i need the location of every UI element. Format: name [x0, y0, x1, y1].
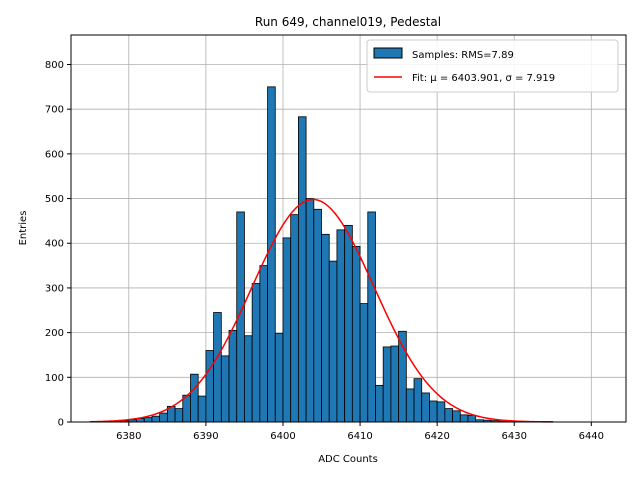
- legend-box: [366, 39, 619, 93]
- y-tick-label: 700: [45, 105, 64, 116]
- plot-frame: [70, 34, 627, 423]
- histogram-bar: [267, 86, 276, 423]
- histogram-bar: [390, 345, 400, 423]
- histogram-bar: [143, 417, 153, 423]
- histogram-bar: [421, 392, 430, 423]
- histogram-bar: [282, 237, 292, 423]
- histogram-bar: [467, 414, 477, 423]
- histogram-bar: [452, 410, 461, 423]
- legend-entry-samples: Samples: RMS=7.89: [412, 50, 514, 61]
- x-tick-label: 6420: [424, 431, 449, 442]
- histogram-bar: [182, 394, 191, 423]
- histogram-bar: [159, 412, 168, 423]
- histogram-bar: [174, 408, 184, 423]
- y-tick-label: 400: [45, 239, 64, 250]
- histogram-bar: [436, 401, 446, 423]
- histogram-bar: [382, 346, 392, 423]
- histogram-bar: [228, 329, 238, 423]
- x-tick-label: 6410: [347, 431, 372, 442]
- histogram-bar: [375, 384, 384, 423]
- y-tick-label: 800: [45, 60, 64, 71]
- histogram-bar: [205, 350, 215, 423]
- histogram-bar: [429, 400, 438, 423]
- x-tick-label: 6440: [579, 431, 604, 442]
- y-axis-ticks: 0 100 200 300 400 500 600 700 800: [45, 60, 71, 429]
- histogram-bar: [351, 245, 361, 423]
- x-axis-ticks: 6380 6390 6400 6410 6420 6430 6440: [116, 422, 604, 442]
- histogram-bar: [151, 415, 161, 423]
- x-tick-label: 6390: [193, 431, 218, 442]
- histogram-bar: [244, 335, 253, 423]
- histogram-bar: [220, 355, 230, 423]
- histogram-bar: [336, 229, 346, 423]
- histogram-bar: [405, 388, 415, 423]
- histogram-bar: [259, 265, 268, 423]
- y-tick-label: 0: [58, 418, 64, 429]
- x-tick-label: 6400: [270, 431, 295, 442]
- y-tick-label: 300: [45, 283, 64, 294]
- y-tick-label: 200: [45, 328, 64, 339]
- histogram-bar: [321, 233, 330, 423]
- histogram-bar: [274, 333, 284, 423]
- x-axis-label: ADC Counts: [318, 454, 378, 465]
- histogram-bar: [367, 211, 376, 423]
- histogram-bar: [328, 260, 338, 423]
- y-tick-label: 500: [45, 194, 64, 205]
- x-tick-label: 6380: [116, 431, 141, 442]
- fit-curve: [90, 198, 553, 423]
- histogram-bar: [344, 224, 353, 423]
- legend-entry-fit: Fit: μ = 6403.901, σ = 7.919: [412, 73, 555, 84]
- histogram-bar: [213, 312, 222, 423]
- histogram-bar: [251, 283, 261, 423]
- histogram-bar: [190, 373, 199, 423]
- chart-title: Run 649, channel019, Pedestal: [255, 15, 441, 29]
- histogram-bar: [305, 198, 315, 423]
- y-tick-label: 600: [45, 149, 64, 160]
- histogram-bar: [359, 303, 369, 423]
- y-tick-label: 100: [45, 373, 64, 384]
- histogram-bar: [313, 208, 322, 423]
- legend: Samples: RMS=7.89 Fit: μ = 6403.901, σ =…: [366, 39, 619, 93]
- histogram-bar: [290, 214, 299, 423]
- x-tick-label: 6430: [502, 431, 527, 442]
- histogram-bar: [444, 408, 453, 423]
- y-axis-label: Entries: [18, 211, 29, 246]
- histogram-bar: [413, 378, 423, 423]
- histogram-bars: [89, 86, 554, 423]
- histogram-bar: [197, 395, 207, 423]
- legend-swatch-samples: [373, 47, 403, 59]
- histogram-bar: [459, 414, 469, 423]
- histogram-bar: [297, 116, 307, 423]
